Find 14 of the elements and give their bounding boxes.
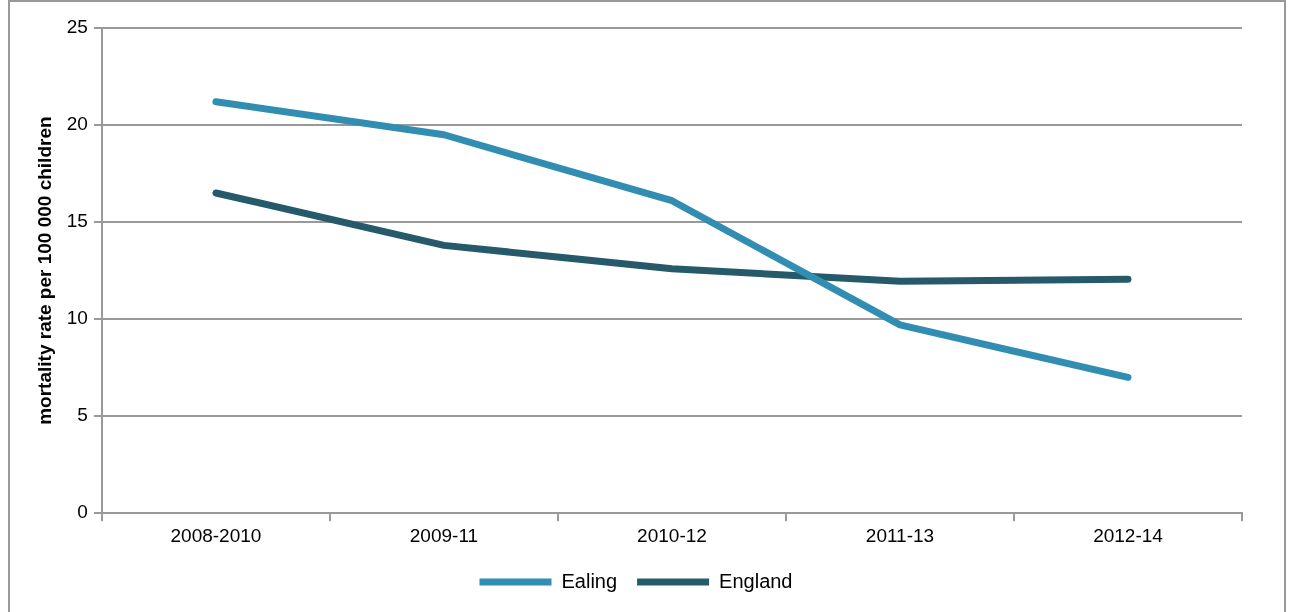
y-tick-label: 15: [66, 210, 88, 232]
x-tick-label: 2008-2010: [170, 524, 262, 546]
x-tick-label: 2009-11: [409, 524, 479, 546]
x-tick-label: 2010-12: [637, 524, 707, 546]
x-tick-label: 2011-13: [865, 524, 935, 546]
y-tick-label: 0: [77, 501, 88, 523]
legend-label: England: [719, 569, 793, 592]
y-tick-label: 5: [77, 404, 88, 426]
legend-label: Ealing: [561, 569, 618, 592]
y-tick-label: 10: [66, 307, 88, 329]
y-tick-label: 25: [66, 16, 88, 38]
x-tick-label: 2012-14: [1093, 524, 1164, 546]
y-tick-label: 20: [66, 113, 88, 135]
y-axis-title: mortality rate per 100 000 children: [33, 116, 55, 425]
